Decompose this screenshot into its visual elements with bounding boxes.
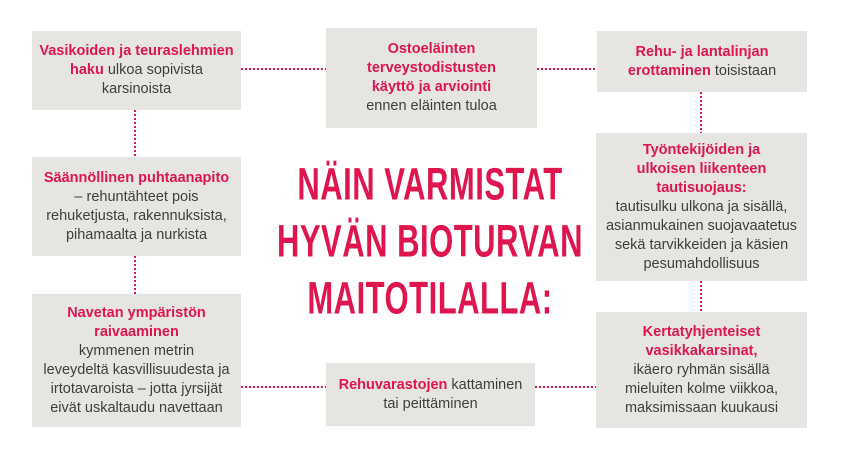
box-body: ikäero ryhmän sisällä mieluiten kolme vi… (624, 361, 779, 416)
box-text: Kertatyhjenteiset vasikkakarsinat, ikäer… (625, 323, 778, 418)
dotted-connector-topleft-topcenter (241, 68, 326, 70)
dotted-connector-midright-bottomright (700, 281, 702, 312)
box-text: Ostoeläinten terveystodistusten käyttö j… (366, 40, 497, 116)
box-feed-storage-covering: Rehuvarastojen kattaminen tai peittämine… (326, 363, 535, 426)
dotted-connector-topleft-midleft (134, 110, 136, 157)
box-calf-and-cull-cow-pickup: Vasikoiden ja teuraslehmien haku ulkoa s… (32, 31, 241, 110)
box-single-batch-calf-pens: Kertatyhjenteiset vasikkakarsinat, ikäer… (596, 312, 807, 428)
box-text: Navetan ympäristön raivaaminen kymmenen … (43, 304, 229, 418)
box-heading: Navetan ympäristön raivaaminen (67, 304, 206, 340)
box-heading: Kertatyhjenteiset vasikkakarsinat, (642, 323, 761, 359)
main-title: NÄIN VARMISTAT HYVÄN BIOTURVAN MAITOTILA… (270, 156, 590, 327)
box-text: Säännöllinen puhtaanapito – rehuntähteet… (44, 169, 229, 245)
box-body: kymmenen metrin leveydeltä kasvillisuude… (43, 342, 230, 416)
dotted-connector-bottomcenter-bottomright (535, 386, 596, 388)
box-purchased-animal-health-certificates: Ostoeläinten terveystodistusten käyttö j… (326, 28, 537, 128)
dotted-connector-bottomleft-bottomcenter (241, 386, 326, 388)
box-text: Rehu- ja lantalinjan erottaminen toisist… (628, 43, 776, 81)
box-body: – rehuntähteet pois rehuketjusta, rakenn… (46, 188, 227, 243)
box-feed-and-manure-line-separation: Rehu- ja lantalinjan erottaminen toisist… (597, 31, 807, 92)
box-heading: Työntekijöiden ja ulkoisen liikenteen ta… (636, 141, 767, 196)
box-heading: Ostoeläinten terveystodistusten käyttö j… (367, 41, 496, 95)
box-heading: Rehu- ja lantalinjan erottaminen (627, 43, 769, 79)
box-text: Työntekijöiden ja ulkoisen liikenteen ta… (606, 141, 797, 274)
box-heading: Säännöllinen puhtaanapito (43, 169, 230, 186)
box-body: toisistaan (710, 62, 777, 79)
box-body: ennen eläinten tuloa (366, 98, 497, 114)
box-regular-cleaning: Säännöllinen puhtaanapito – rehuntähteet… (32, 157, 241, 256)
box-body: kattaminen tai peittäminen (383, 376, 523, 412)
dotted-connector-topcenter-topright (537, 68, 597, 70)
box-barn-surroundings-clearing: Navetan ympäristön raivaaminen kymmenen … (32, 294, 241, 427)
box-body: tautisulku ulkona ja sisällä, asianmukai… (605, 198, 798, 272)
main-title-line-1: NÄIN VARMISTAT (297, 159, 563, 210)
main-title-line-2: HYVÄN BIOTURVAN (276, 216, 584, 267)
box-body: ulkoa sopivista karsinoista (101, 62, 203, 97)
box-worker-and-traffic-disease-protection: Työntekijöiden ja ulkoisen liikenteen ta… (596, 133, 807, 281)
box-heading: Rehuvarastojen (338, 376, 448, 393)
main-title-line-3: MAITOTILALLA: (307, 273, 553, 324)
dotted-connector-midleft-bottomleft (134, 256, 136, 294)
box-text: Vasikoiden ja teuraslehmien haku ulkoa s… (39, 42, 233, 99)
box-heading: Vasikoiden ja teuraslehmien haku (39, 43, 234, 78)
dotted-connector-topright-midright (700, 92, 702, 133)
box-text: Rehuvarastojen kattaminen tai peittämine… (339, 376, 523, 414)
